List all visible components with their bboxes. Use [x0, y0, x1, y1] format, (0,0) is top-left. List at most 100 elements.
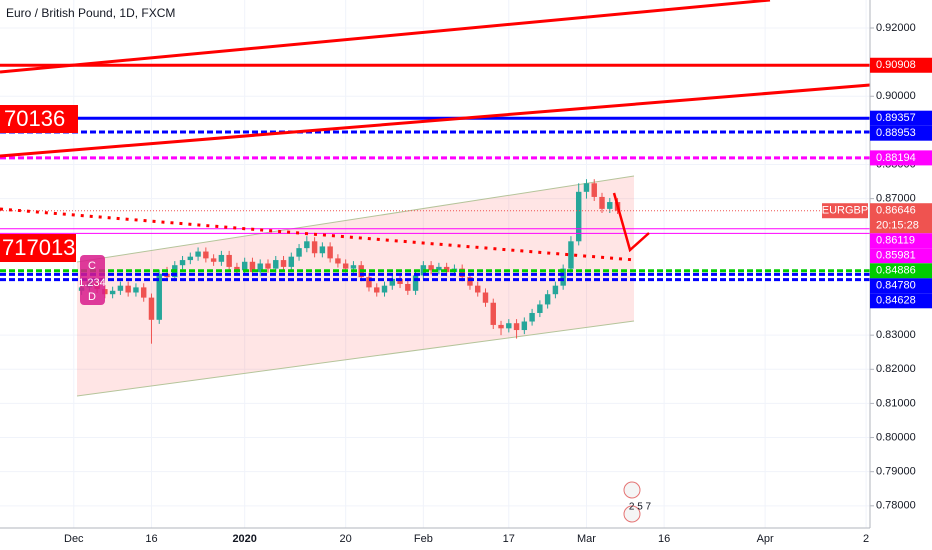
candle-body: [265, 263, 271, 269]
candle-body: [575, 191, 582, 242]
level-label-box: [870, 125, 932, 141]
annotation-box: [0, 105, 78, 133]
x-tick-label: 2: [863, 533, 869, 545]
candle-body: [583, 183, 590, 192]
candle-body: [319, 246, 326, 254]
candle-body: [475, 285, 481, 293]
candle-body: [148, 297, 155, 320]
countdown: 20:15:28: [876, 220, 919, 232]
candle-body: [459, 268, 465, 278]
candle-body: [537, 304, 543, 313]
candle-body: [140, 287, 147, 298]
level-label: 0.89357: [876, 112, 916, 124]
symbol-box: [822, 203, 868, 219]
y-tick-label: 0.82000: [876, 363, 916, 375]
x-tick-label: Feb: [414, 533, 433, 545]
candle-body: [412, 275, 419, 291]
candle-body: [560, 268, 566, 286]
price-label: 0.86646: [876, 205, 916, 217]
candle-body: [273, 260, 279, 269]
candle-body: [280, 260, 287, 267]
level-label: 0.84886: [876, 265, 916, 277]
candle-body: [366, 277, 372, 288]
level-label-box: [870, 150, 932, 166]
candle-body: [506, 323, 512, 329]
trend-line: [0, 83, 871, 158]
level-label: 0.84780: [876, 280, 916, 292]
level-label-box: [870, 278, 932, 294]
candle-body: [226, 254, 232, 267]
candle-body: [513, 323, 520, 331]
y-tick-label: 0.81000: [876, 397, 916, 409]
candle-body: [125, 285, 131, 293]
annotation-tag: [80, 255, 105, 305]
candle-body: [428, 265, 434, 271]
level-label: 0.86119: [876, 235, 915, 247]
trend-line: [0, 0, 771, 74]
candle-body: [187, 256, 194, 261]
candle-body: [568, 241, 574, 269]
candle-body: [544, 294, 551, 305]
candle-body: [389, 278, 395, 286]
candle-body: [234, 266, 240, 271]
x-tick-label: Apr: [757, 533, 774, 545]
candle-body: [117, 285, 124, 291]
x-tick-label: 16: [658, 533, 670, 545]
x-tick-label: 16: [145, 533, 157, 545]
candle-body: [482, 292, 489, 303]
candle-body: [397, 278, 403, 284]
level-label: 0.84628: [876, 295, 916, 307]
candle-body: [210, 258, 217, 262]
candle-body: [552, 285, 559, 295]
level-label-box: [870, 248, 932, 264]
channel-bottom: [76, 320, 635, 397]
candle-body: [521, 321, 528, 331]
candle-body: [498, 324, 504, 329]
x-tick-label: Mar: [577, 533, 596, 545]
candle-body: [350, 265, 357, 269]
y-tick-label: 0.83000: [876, 329, 916, 341]
level-label-box: [870, 110, 932, 126]
event-icon: [623, 481, 641, 499]
level-label-box: [870, 57, 932, 73]
x-tick-label: 20: [340, 533, 352, 545]
x-tick-label: 2020: [232, 533, 256, 545]
annotation: 1.234: [78, 277, 106, 289]
symbol-label: EURGBP: [822, 205, 868, 217]
candle-body: [327, 246, 333, 259]
candle-body: [381, 285, 388, 293]
y-tick-label: 0.92000: [876, 22, 916, 34]
y-tick-label: 0.78000: [876, 500, 916, 512]
level-label-box: [870, 263, 932, 279]
candle-body: [195, 251, 201, 257]
x-tick-label: 17: [503, 533, 515, 545]
candle-body: [304, 241, 310, 249]
annotation: 717013: [2, 235, 75, 260]
level-label: 0.90908: [876, 59, 916, 71]
candle-body: [109, 290, 116, 295]
candle-body: [591, 183, 597, 197]
candle-body: [218, 254, 225, 262]
time-axis: [0, 528, 870, 550]
candle-body: [607, 202, 613, 209]
level-label: 0.88953: [876, 127, 916, 139]
candle-body: [296, 248, 302, 257]
candle-body: [156, 273, 162, 320]
channel-top: [76, 175, 635, 263]
level-label-box: [870, 233, 932, 249]
level-label: 0.85981: [876, 250, 916, 262]
candle-body: [436, 266, 442, 271]
candle-body: [133, 287, 139, 293]
chart-title: Euro / British Pound, 1D, FXCM: [6, 6, 175, 20]
level-label: 0.88194: [876, 152, 916, 164]
candle-body: [490, 302, 496, 325]
annotation: C: [88, 260, 96, 272]
candle-body: [335, 258, 341, 264]
candle-body: [249, 261, 256, 273]
y-tick-label: 0.80000: [876, 431, 916, 443]
candle-body: [342, 263, 349, 269]
annotation-box: [0, 234, 76, 262]
level-label-box: [870, 293, 932, 309]
event-label: 2 5 7: [629, 502, 652, 513]
